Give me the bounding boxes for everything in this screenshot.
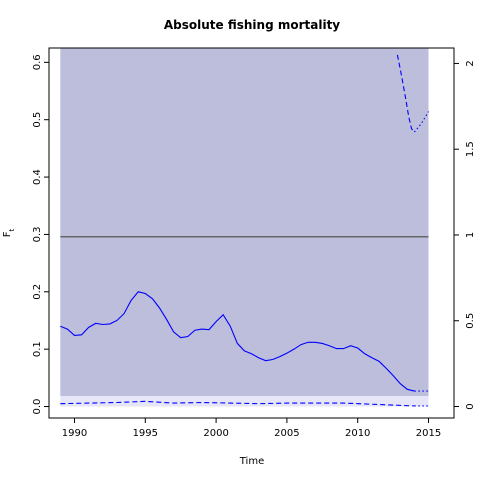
axes-layer: 1990 1995 2000 2005 2010 2015 0.0 0.1 0.2 0.3 0.4 0… (32, 47, 476, 439)
series-line-3 (60, 400, 415, 407)
y-axis-title-main: F (2, 231, 13, 237)
x-tick-label-3: 2005 (274, 428, 299, 439)
y-tick-label-2: 0.2 (32, 284, 43, 300)
y-tick-label-1: 0.1 (32, 341, 43, 357)
series-layer (60, 54, 429, 407)
y-tick-label-6: 0.6 (32, 54, 43, 70)
confidence-band-lower (60, 396, 429, 407)
right-tick-label-3: 1.5 (465, 141, 476, 157)
x-tick-label-0: 1990 (62, 428, 87, 439)
right-tick-label-2: 1 (465, 232, 476, 238)
plot-frame (48, 47, 455, 419)
confidence-bands (60, 48, 429, 407)
series-line-1 (60, 291, 415, 392)
y-tick-label-0: 0.0 (32, 399, 43, 415)
x-tick-label-5: 2015 (416, 428, 441, 439)
x-axis-title: Time (239, 456, 264, 467)
y-axis-title: Ft (2, 228, 16, 237)
x-tick-label-1: 1995 (133, 428, 158, 439)
y-tick-label-4: 0.4 (32, 169, 43, 185)
series-line-6 (413, 111, 429, 133)
y-tick-label-3: 0.3 (32, 226, 43, 242)
y-tick-label-5: 0.5 (32, 112, 43, 128)
y-axis-title-subscript: t (8, 228, 16, 231)
right-tick-label-4: 2 (465, 60, 476, 66)
series-line-5 (396, 54, 415, 133)
x-tick-label-2: 2000 (203, 428, 228, 439)
chart-title: Absolute fishing mortality (164, 18, 340, 32)
right-tick-label-1: 0.5 (465, 313, 476, 329)
x-tick-label-4: 2010 (345, 428, 370, 439)
confidence-band-upper (60, 48, 429, 397)
right-tick-label-0: 0 (465, 403, 476, 409)
